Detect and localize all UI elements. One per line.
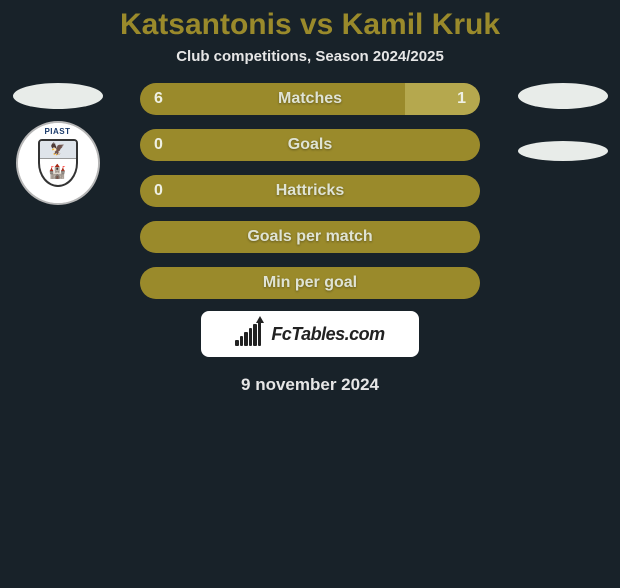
brand-attribution: FcTables.com — [201, 311, 419, 357]
left-player-col: PIAST 🦅 🏰 — [0, 65, 115, 205]
metric-label: Min per goal — [140, 274, 480, 292]
metrics-col: Matches61Goals0Hattricks0Goals per match… — [115, 65, 505, 299]
metric-left-value: 6 — [154, 90, 163, 108]
brand-text: FcTables.com — [271, 324, 384, 345]
right-club-crest-placeholder — [518, 141, 608, 161]
metric-bar: Goals0 — [140, 129, 480, 161]
metric-left-value: 0 — [154, 136, 163, 154]
metric-label: Hattricks — [140, 182, 480, 200]
comparison-row: PIAST 🦅 🏰 Matches61Goals0Hattricks0Goals… — [0, 65, 620, 299]
left-player-avatar-placeholder — [13, 83, 103, 109]
right-player-avatar-placeholder — [518, 83, 608, 109]
page-title: Katsantonis vs Kamil Kruk — [0, 8, 620, 42]
crest-shield-icon: 🦅 🏰 — [38, 139, 78, 187]
metric-bar: Hattricks0 — [140, 175, 480, 207]
metric-left-value: 0 — [154, 182, 163, 200]
metric-right-value: 1 — [457, 90, 466, 108]
right-player-col — [505, 65, 620, 161]
subtitle: Club competitions, Season 2024/2025 — [0, 48, 620, 65]
crest-top-text: PIAST — [18, 127, 98, 136]
left-club-crest: PIAST 🦅 🏰 — [16, 121, 100, 205]
metric-label: Matches — [140, 90, 480, 108]
metric-bar: Matches6 1 — [140, 83, 480, 115]
metric-label: Goals per match — [140, 228, 480, 246]
fctables-logo-icon — [235, 322, 265, 346]
metric-label: Goals — [140, 136, 480, 154]
metric-bar: Min per goal — [140, 267, 480, 299]
snapshot-date: 9 november 2024 — [0, 375, 620, 395]
metric-bar: Goals per match — [140, 221, 480, 253]
